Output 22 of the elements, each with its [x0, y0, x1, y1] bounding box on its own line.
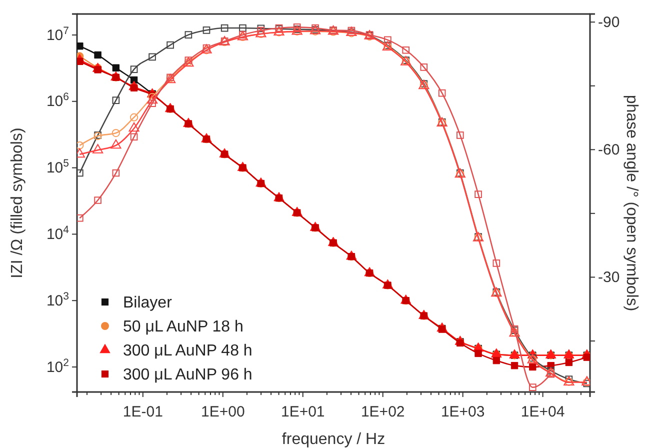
y-tick-label: 10$^{3}$ [46, 290, 70, 310]
x-tick-label: 1E-01 [122, 404, 163, 420]
y-tick-label: 10$^{4}$ [46, 224, 70, 243]
x-axis-title: frequency / Hz [282, 431, 386, 448]
y2-tick-label: -90 [598, 14, 620, 31]
legend-label: Bilayer [123, 294, 173, 312]
legend-label: 300 μL AuNP 48 h [123, 342, 252, 360]
legend-label: 300 μL AuNP 96 h [123, 366, 252, 384]
legend-label: 50 μL AuNP 18 h [123, 318, 244, 336]
y-tick-label: 10$^{7}$ [46, 24, 70, 44]
x-tick-label: 1E+04 [520, 404, 565, 420]
y-tick-label: 10$^{6}$ [46, 91, 70, 110]
x-tick-label: 1E+02 [360, 404, 405, 420]
x-tick-label: 1E+01 [280, 404, 325, 420]
y2-tick-label: -60 [598, 141, 620, 158]
y2-axis-title: phase angle /° (open symbols) [623, 94, 640, 312]
x-tick-label: 1E+03 [440, 404, 485, 420]
y-tick-label: 10$^{5}$ [46, 158, 70, 177]
x-tick-label: 1E+00 [200, 404, 245, 420]
y-tick-label: 10$^{2}$ [46, 356, 70, 376]
y2-tick-label: -30 [598, 268, 620, 286]
y-axis-title: IZI /Ω (filled symbols) [9, 128, 26, 278]
